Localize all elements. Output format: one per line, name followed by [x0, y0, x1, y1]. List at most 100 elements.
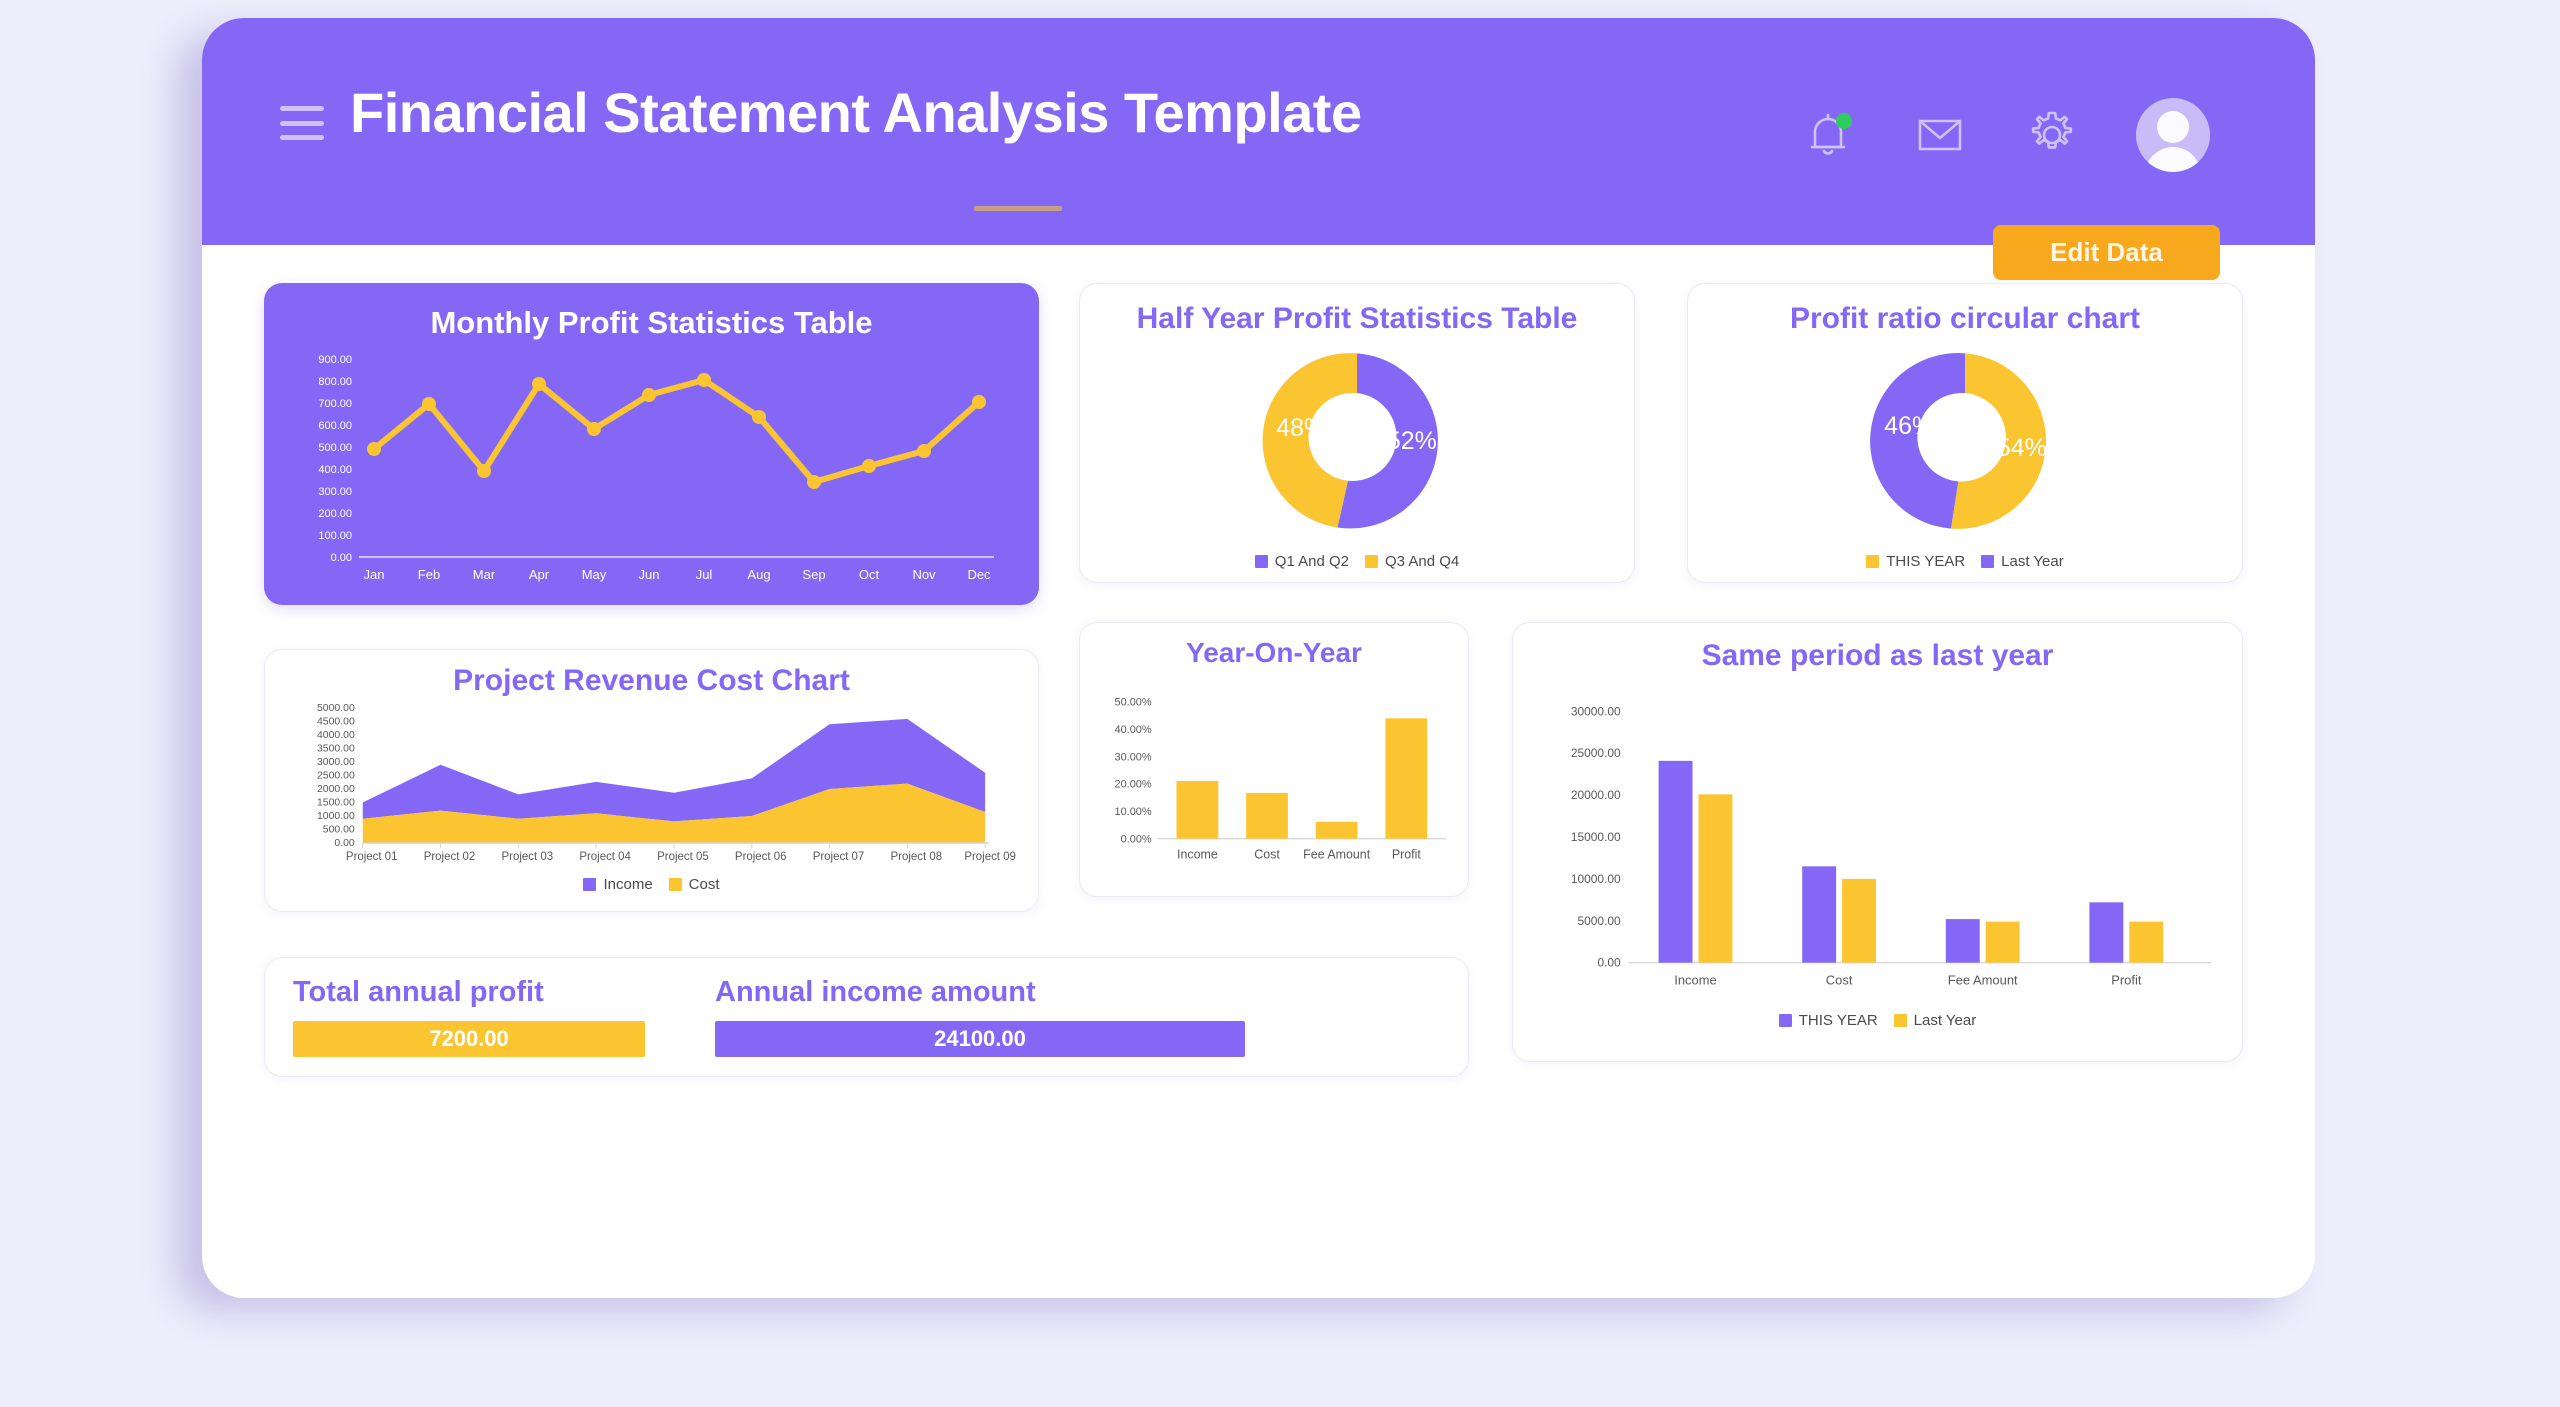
svg-text:50.00%: 50.00% [1115, 696, 1152, 708]
legend-item-last-year: Last Year [1981, 553, 2064, 570]
gear-icon[interactable] [2024, 107, 2080, 163]
year-on-year-svg: 50.00% 40.00% 30.00% 20.00% 10.00% 0.00%… [1115, 696, 1447, 862]
svg-text:Profit: Profit [1392, 848, 1422, 862]
edit-data-button[interactable]: Edit Data [1993, 225, 2220, 280]
card-profit-ratio: Profit ratio circular chart 54% 46% THIS… [1687, 283, 2243, 583]
legend-label-sp-this-year: THIS YEAR [1798, 1012, 1878, 1029]
bar-fee-amount [1315, 821, 1358, 839]
app-window: Financial Statement Analysis Template [202, 18, 2315, 1298]
total-annual-profit-block: Total annual profit 7200.00 [293, 976, 723, 1057]
svg-text:200.00: 200.00 [318, 508, 352, 520]
svg-text:600.00: 600.00 [318, 420, 352, 432]
svg-text:20.00%: 20.00% [1115, 779, 1152, 791]
legend-swatch-cost [668, 878, 682, 891]
svg-text:30000.00: 30000.00 [1571, 704, 1621, 718]
bar-last-year-profit [2129, 921, 2164, 963]
svg-text:10.00%: 10.00% [1115, 806, 1152, 818]
svg-text:Feb: Feb [418, 567, 440, 582]
same-period-svg: 30000.00 25000.00 20000.00 15000.00 1000… [1571, 704, 2212, 988]
chart-year-on-year: 50.00% 40.00% 30.00% 20.00% 10.00% 0.00%… [1080, 669, 1468, 884]
svg-text:400.00: 400.00 [318, 464, 352, 476]
legend-swatch-sp-last-year [1893, 1014, 1907, 1027]
donut-label-q3q4: 48% [1276, 414, 1326, 442]
svg-text:Project 07: Project 07 [813, 851, 865, 863]
bell-icon[interactable] [1800, 107, 1856, 163]
svg-text:Project 05: Project 05 [657, 851, 709, 863]
legend-half-year: Q1 And Q2 Q3 And Q4 [1080, 553, 1634, 570]
annual-income-amount-value: 24100.00 [934, 1026, 1026, 1051]
total-annual-profit-value: 7200.00 [429, 1026, 509, 1051]
legend-item-this-year: THIS YEAR [1866, 553, 1965, 570]
svg-text:900.00: 900.00 [318, 354, 352, 366]
bar-cost [1246, 792, 1288, 839]
svg-text:0.00%: 0.00% [1121, 834, 1152, 846]
card-title-monthly-profit: Monthly Profit Statistics Table [430, 305, 873, 340]
avatar[interactable] [2136, 98, 2210, 172]
card-title-profit-ratio: Profit ratio circular chart [1789, 302, 2141, 335]
hamburger-icon[interactable] [280, 106, 324, 140]
hamburger-bar [280, 135, 324, 140]
bar-profit [1385, 718, 1428, 839]
svg-text:Project 06: Project 06 [735, 851, 787, 863]
card-year-on-year: Year-On-Year 50.00% 40.00% 30.00% 20.00%… [1079, 622, 1469, 897]
svg-text:Project 08: Project 08 [891, 851, 943, 863]
svg-text:20000.00: 20000.00 [1571, 788, 1621, 802]
svg-text:4000.00: 4000.00 [317, 730, 355, 741]
svg-text:3500.00: 3500.00 [317, 743, 355, 754]
chart-monthly-profit: 900.00 800.00 700.00 600.00 500.00 400.0… [264, 341, 1039, 591]
svg-text:700.00: 700.00 [318, 398, 352, 410]
svg-text:800.00: 800.00 [318, 376, 352, 388]
chart-project-revenue: 5000.00 4500.00 4000.00 3500.00 3000.00 … [265, 698, 1038, 878]
svg-text:Nov: Nov [912, 567, 936, 582]
legend-item-sp-last-year: Last Year [1893, 1012, 1976, 1029]
card-same-period: Same period as last year 30000.00 25000.… [1512, 622, 2243, 1062]
svg-text:5000.00: 5000.00 [317, 703, 355, 714]
total-annual-profit-bar: 7200.00 [293, 1021, 645, 1057]
svg-text:Dec: Dec [967, 567, 991, 582]
monthly-profit-svg: 900.00 800.00 700.00 600.00 500.00 400.0… [318, 354, 994, 582]
card-title-same-period: Same period as last year [1701, 639, 2054, 672]
hamburger-bar [280, 106, 324, 111]
dashboard-grid: Monthly Profit Statistics Table 900.00 8… [202, 245, 2315, 1298]
legend-same-period: THIS YEAR Last Year [1513, 1012, 2242, 1029]
svg-text:Fee Amount: Fee Amount [1948, 973, 2018, 988]
hamburger-bar [280, 120, 324, 126]
card-monthly-profit: Monthly Profit Statistics Table 900.00 8… [264, 283, 1039, 605]
svg-text:0.00: 0.00 [331, 552, 352, 564]
legend-swatch-q3-q4 [1365, 555, 1378, 568]
bar-this-year-fee [1945, 919, 1980, 963]
page-title: Financial Statement Analysis Template [350, 81, 1362, 144]
donut-label-last-year: 46% [1884, 412, 1934, 440]
svg-text:Jan: Jan [364, 567, 385, 582]
svg-text:Income: Income [1674, 973, 1716, 988]
svg-text:Project 01: Project 01 [346, 851, 398, 863]
svg-text:10000.00: 10000.00 [1571, 872, 1621, 886]
legend-label-q3-q4: Q3 And Q4 [1385, 553, 1460, 570]
bar-last-year-fee [1985, 921, 2020, 963]
svg-text:Aug: Aug [747, 567, 770, 582]
svg-text:300.00: 300.00 [318, 486, 352, 498]
card-title-project-revenue: Project Revenue Cost Chart [453, 664, 850, 697]
svg-text:1500.00: 1500.00 [317, 797, 355, 808]
legend-item-income: Income [583, 876, 653, 893]
legend-item-q1-q2: Q1 And Q2 [1254, 553, 1349, 570]
legend-project-revenue: Income Cost [265, 876, 1038, 893]
card-title-half-year: Half Year Profit Statistics Table [1136, 302, 1578, 335]
svg-text:0.00: 0.00 [334, 838, 355, 849]
envelope-icon[interactable] [1912, 107, 1968, 163]
bar-this-year-income [1658, 760, 1693, 963]
svg-text:Income: Income [1177, 848, 1218, 862]
svg-text:Project 09: Project 09 [964, 851, 1016, 863]
legend-swatch-income [583, 878, 597, 891]
bar-income [1176, 780, 1219, 839]
bar-last-year-cost [1842, 878, 1877, 963]
svg-text:40.00%: 40.00% [1115, 724, 1152, 736]
avatar-head [2157, 111, 2189, 143]
bar-last-year-income [1698, 794, 1733, 963]
legend-label-this-year: THIS YEAR [1886, 553, 1966, 570]
svg-text:Cost: Cost [1826, 973, 1853, 988]
chart-half-year-donut: 52% 48% [1080, 336, 1634, 551]
legend-swatch-last-year [1981, 555, 1995, 568]
legend-item-cost: Cost [668, 876, 720, 893]
svg-text:Sep: Sep [802, 567, 825, 582]
